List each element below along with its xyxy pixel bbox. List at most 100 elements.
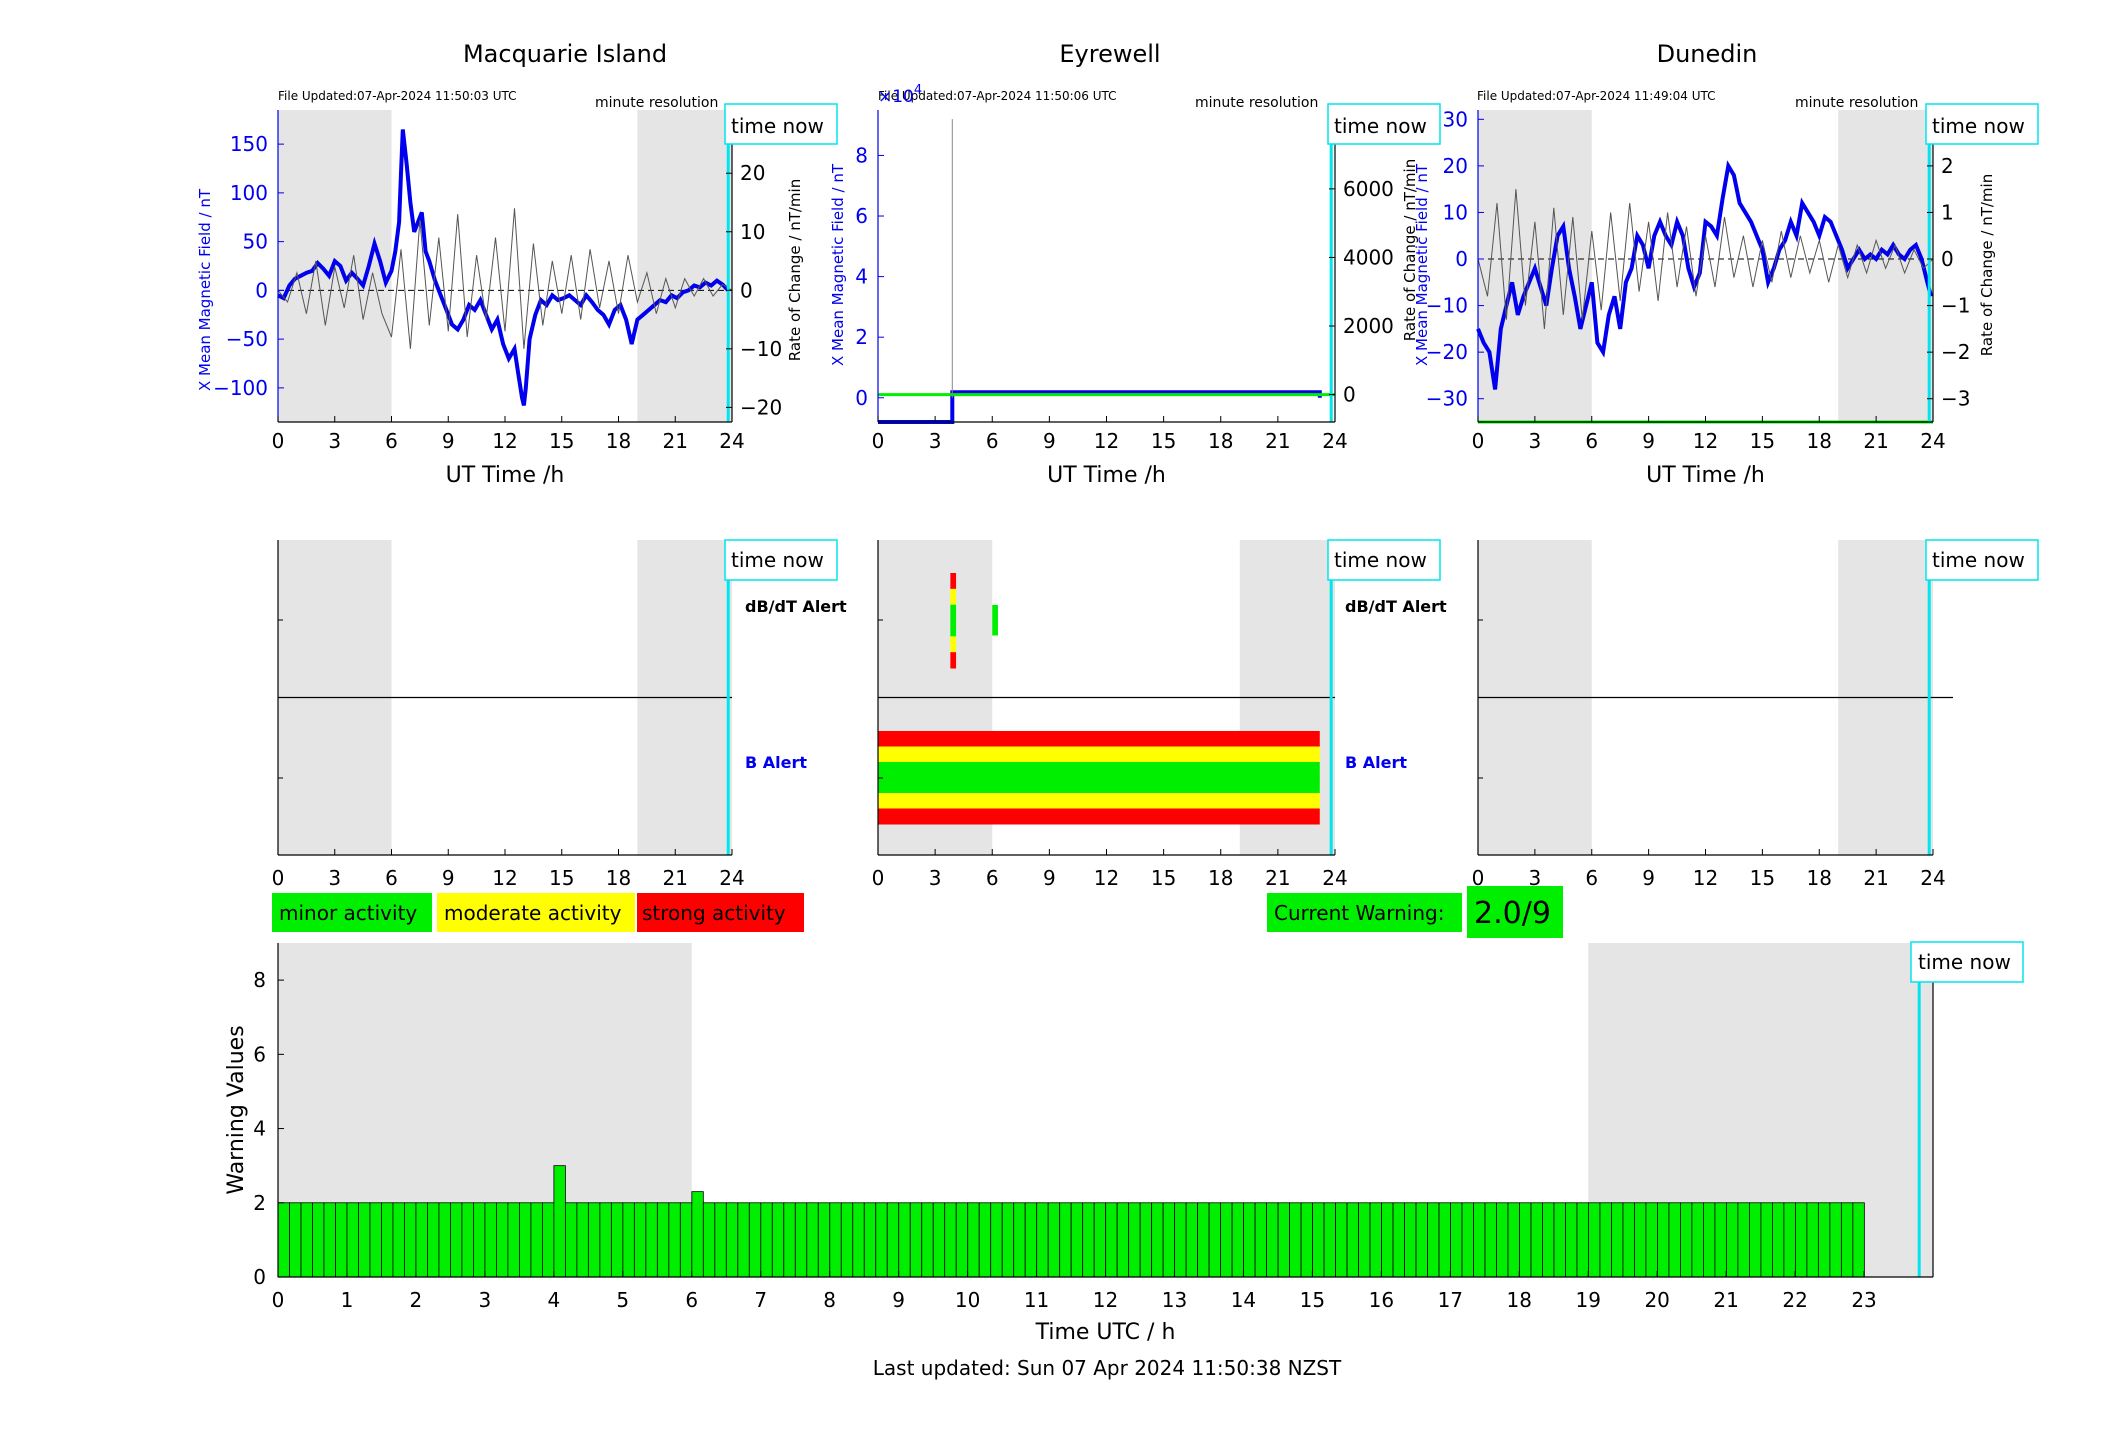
y-tick-label: 2	[855, 325, 868, 349]
warning-bar	[1231, 1202, 1245, 1278]
alert-panel-1: 0 3 6 9 12 15 18 21 24 time now	[872, 539, 1441, 890]
warning-bar	[1794, 1202, 1808, 1278]
y-tick-label: 6	[253, 1042, 266, 1066]
warning-bar	[507, 1202, 520, 1278]
top-plots: 0 3 6 9 12 15 18 21 24−100−50050100150−20−100102…	[213, 103, 2039, 488]
y-multiplier-base: ×10	[878, 87, 914, 107]
y-tick-label: 10	[1443, 200, 1468, 224]
warning-bar	[737, 1202, 750, 1278]
line-plot-1: 036912151821240246802000400060008000UT T…	[855, 103, 1441, 488]
field-series	[277, 129, 730, 406]
x-tick-label: 6	[986, 866, 999, 890]
x-tick-label: 3	[1529, 866, 1542, 890]
resolution-dunedin: minute resolution	[1795, 95, 1918, 111]
x-tick-label: 13	[1162, 1288, 1187, 1312]
warning-bar	[484, 1202, 497, 1278]
y2-tick-label: 1	[1941, 200, 1954, 224]
dbdt-alert-bar	[950, 588, 957, 606]
x-tick-label: 5	[616, 1288, 629, 1312]
warning-bar	[1128, 1202, 1141, 1278]
dbdt-alert-bar	[950, 636, 957, 653]
line-plot-0: 0 3 6 9 12 15 18 21 24−100−50050100150−20−100102…	[213, 103, 838, 488]
warning-bar	[1760, 1202, 1773, 1278]
warning-bar	[1024, 1202, 1038, 1278]
warning-bar	[1588, 1202, 1601, 1278]
y2-tick-label: 10	[740, 220, 765, 244]
x-tick-label: 15	[1750, 429, 1775, 453]
time-now-box	[1327, 103, 1441, 145]
warning-bar	[473, 1202, 486, 1278]
x-tick-label: 0	[872, 429, 885, 453]
warning-bar	[1139, 1202, 1153, 1278]
bottom-plot: 0 1 2 3 4 5 6 7 8 9 10 11 12 13 14 15 16 17 18 19 20 21 22 2302…	[224, 941, 2024, 1345]
warning-bar	[691, 1191, 704, 1278]
x-tick-label: 23	[1851, 1288, 1876, 1312]
warning-bar	[1645, 1202, 1658, 1278]
station-title-dunedin: Dunedin	[1657, 40, 1758, 68]
warning-bar	[1392, 1202, 1405, 1278]
x-tick-label: 21	[1713, 1288, 1738, 1312]
x-tick-label: 3	[929, 866, 942, 890]
b-alert-bar	[878, 793, 1320, 809]
warning-bar	[1082, 1202, 1095, 1278]
resolution-macquarie: minute resolution	[595, 95, 718, 111]
warning-bar	[415, 1202, 428, 1278]
warning-bar	[622, 1202, 635, 1278]
warning-bar	[1576, 1202, 1589, 1278]
warning-bar	[817, 1202, 831, 1278]
y-tick-label: 30	[1443, 107, 1468, 131]
warning-bar	[1208, 1202, 1222, 1278]
y2-tick-label: −2	[1941, 340, 1970, 364]
y2-tick-label: 0	[1343, 383, 1356, 407]
y2-tick-label: −20	[740, 395, 782, 419]
x-tick-label: 21	[1863, 429, 1888, 453]
y-tick-label: 100	[230, 181, 268, 205]
x-tick-label: 2	[410, 1288, 423, 1312]
warning-bar	[1254, 1202, 1268, 1278]
x-tick-label: 6	[986, 429, 999, 453]
warning-bar	[346, 1202, 359, 1278]
y-tick-label: −30	[1426, 387, 1468, 411]
x-tick-label: 0	[272, 866, 285, 890]
warning-bar	[1622, 1202, 1635, 1278]
y-tick-label: 50	[243, 230, 268, 254]
warning-bar	[381, 1202, 394, 1278]
x-tick-label: 9	[1642, 429, 1655, 453]
yright-label-macquarie: Rate of Change / nT/min	[786, 179, 804, 361]
time-now-box	[1910, 941, 2024, 983]
x-tick-label: 12	[492, 429, 517, 453]
x-tick-label: 3	[1529, 429, 1542, 453]
legend-moderate-label: moderate activity	[444, 901, 622, 925]
x-tick-label: 24	[1920, 429, 1945, 453]
warning-bar	[714, 1202, 727, 1278]
y-tick-label: 150	[230, 132, 268, 156]
x-tick-label: 11	[1024, 1288, 1049, 1312]
warning-bar	[289, 1202, 302, 1278]
warning-bar	[932, 1202, 946, 1278]
warning-bar	[783, 1202, 796, 1278]
warning-bar	[1001, 1202, 1015, 1278]
file-updated-macquarie: File Updated:07-Apr-2024 11:50:03 UTC	[278, 89, 517, 103]
warning-bar	[1749, 1202, 1762, 1278]
warning-bar	[1611, 1202, 1624, 1278]
warning-bar	[564, 1202, 578, 1278]
warning-bar	[978, 1202, 992, 1278]
y2-tick-label: 2000	[1343, 314, 1394, 338]
x-tick-label: 21	[1863, 866, 1888, 890]
dbdt-alert-bar	[950, 604, 957, 621]
warning-bar	[921, 1202, 934, 1278]
y-tick-label: 0	[255, 278, 268, 302]
time-now-label: time now	[1918, 950, 2011, 974]
warning-bar	[1358, 1202, 1371, 1278]
warning-bar	[1657, 1202, 1670, 1278]
warning-bar	[1093, 1202, 1107, 1278]
warning-bar	[1691, 1202, 1704, 1278]
warning-bar	[1197, 1202, 1210, 1278]
warning-bar	[1817, 1202, 1831, 1278]
y2-tick-label: 0	[1941, 247, 1954, 271]
warning-bar	[1450, 1202, 1463, 1278]
warning-bar	[300, 1202, 313, 1278]
x-tick-label: 6	[385, 429, 398, 453]
x-tick-label: 24	[719, 429, 744, 453]
warning-bar	[392, 1202, 405, 1278]
